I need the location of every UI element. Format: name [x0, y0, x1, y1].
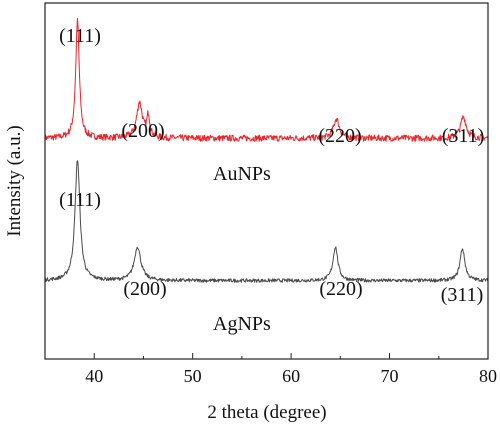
x-tick-label: 80 [479, 366, 497, 386]
x-axis: 40 50 60 70 80 [44, 353, 497, 386]
annotation-au-200: (200) [121, 120, 164, 142]
series-line-agnps [44, 160, 489, 283]
annotation-au-111: (111) [59, 25, 101, 47]
y-axis-title: Intensity (a.u.) [4, 125, 25, 236]
x-tick-label: 60 [282, 366, 300, 386]
series-line-aunps [44, 17, 489, 142]
x-tick-label: 70 [381, 366, 399, 386]
series-layer [44, 17, 489, 283]
x-tick-label: 40 [85, 366, 103, 386]
plot-frame [44, 2, 489, 360]
x-tick-label: 50 [184, 366, 202, 386]
annotation-ag-111: (111) [59, 189, 101, 211]
series-label-agnps: AgNPs [213, 313, 271, 335]
annotation-ag-220: (220) [319, 278, 362, 300]
annotation-ag-200: (200) [123, 278, 166, 300]
annotation-au-311: (311) [442, 125, 485, 147]
annotation-ag-311: (311) [441, 284, 484, 306]
annotation-au-220: (220) [318, 125, 361, 147]
series-label-aunps: AuNPs [213, 163, 271, 185]
x-axis-title: 2 theta (degree) [207, 402, 326, 423]
